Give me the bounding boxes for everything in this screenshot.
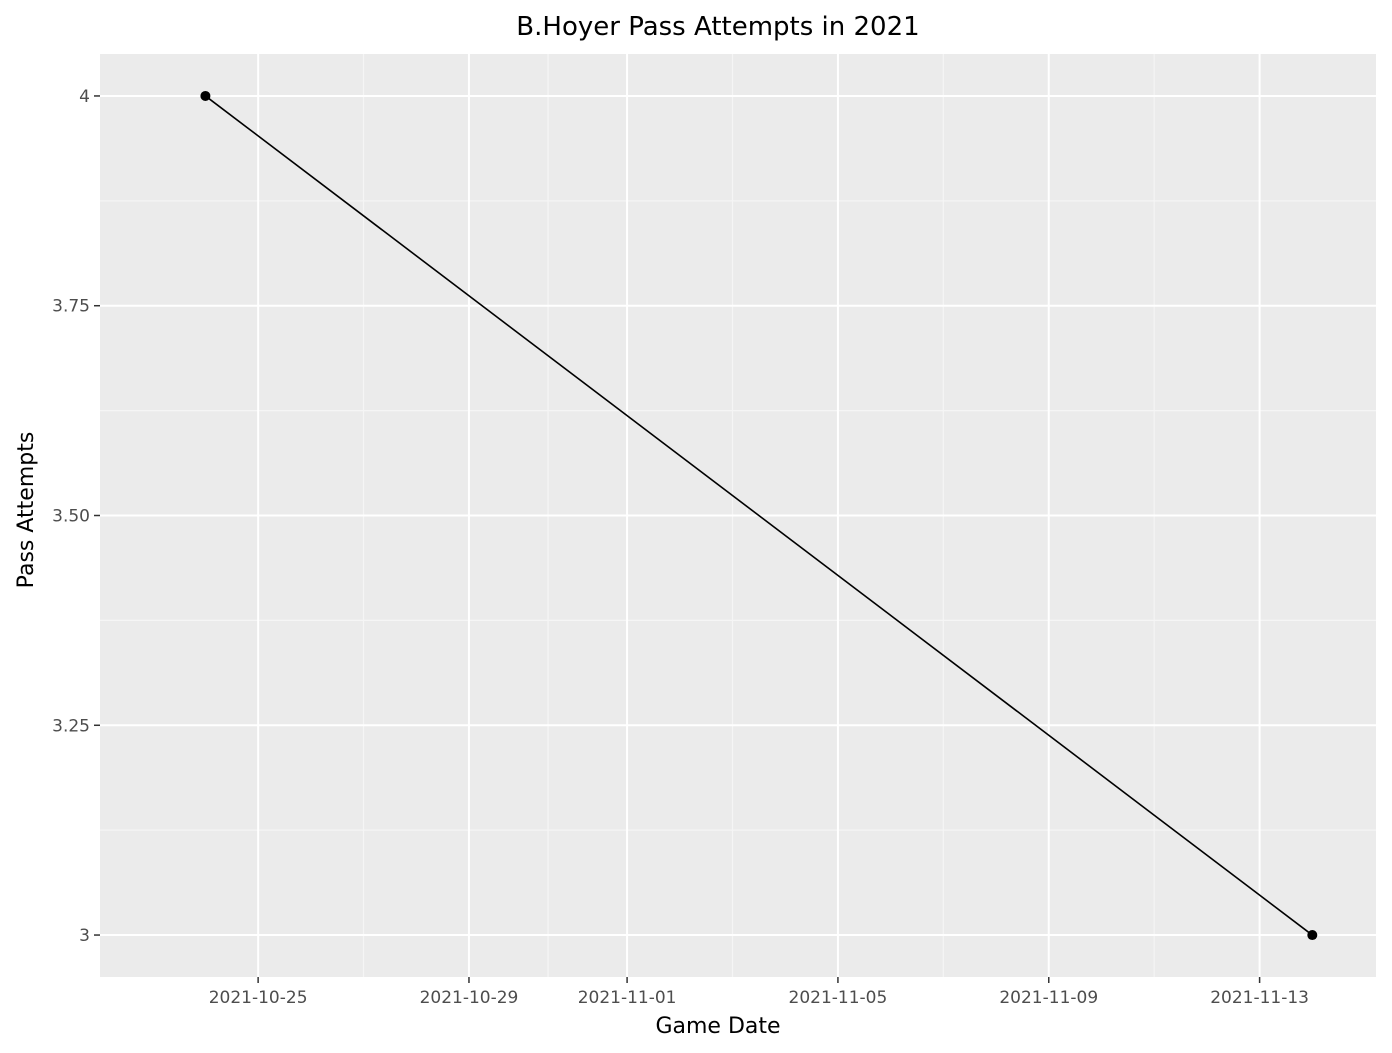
chart-title: B.Hoyer Pass Attempts in 2021 bbox=[516, 12, 919, 42]
y-tick-label: 3 bbox=[79, 926, 90, 946]
x-tick-label: 2021-11-05 bbox=[789, 988, 888, 1008]
x-tick-label: 2021-11-09 bbox=[999, 988, 1098, 1008]
x-axis-title: Game Date bbox=[655, 1014, 780, 1039]
y-tick-label: 3.25 bbox=[52, 716, 90, 736]
y-tick-label: 4 bbox=[79, 87, 90, 107]
x-tick-label: 2021-11-13 bbox=[1210, 988, 1309, 1008]
x-axis-ticks: 2021-10-25 2021-10-29 2021-11-01 2021-11-05… bbox=[209, 977, 1309, 1008]
data-point bbox=[200, 90, 211, 101]
series-line bbox=[204, 95, 1313, 936]
x-tick-label: 2021-11-01 bbox=[578, 988, 677, 1008]
y-axis-ticks: 3 3.25 3.50 3.75 4 bbox=[52, 87, 100, 946]
x-tick-label: 2021-10-25 bbox=[209, 988, 308, 1008]
y-axis-title: Pass Attempts bbox=[14, 432, 39, 589]
y-tick-label: 3.50 bbox=[52, 507, 90, 527]
x-tick-label: 2021-10-29 bbox=[420, 988, 519, 1008]
major-gridlines bbox=[100, 54, 1376, 977]
data-point bbox=[1307, 930, 1318, 941]
y-tick-label: 3.75 bbox=[52, 297, 90, 317]
series-layer bbox=[200, 90, 1318, 941]
